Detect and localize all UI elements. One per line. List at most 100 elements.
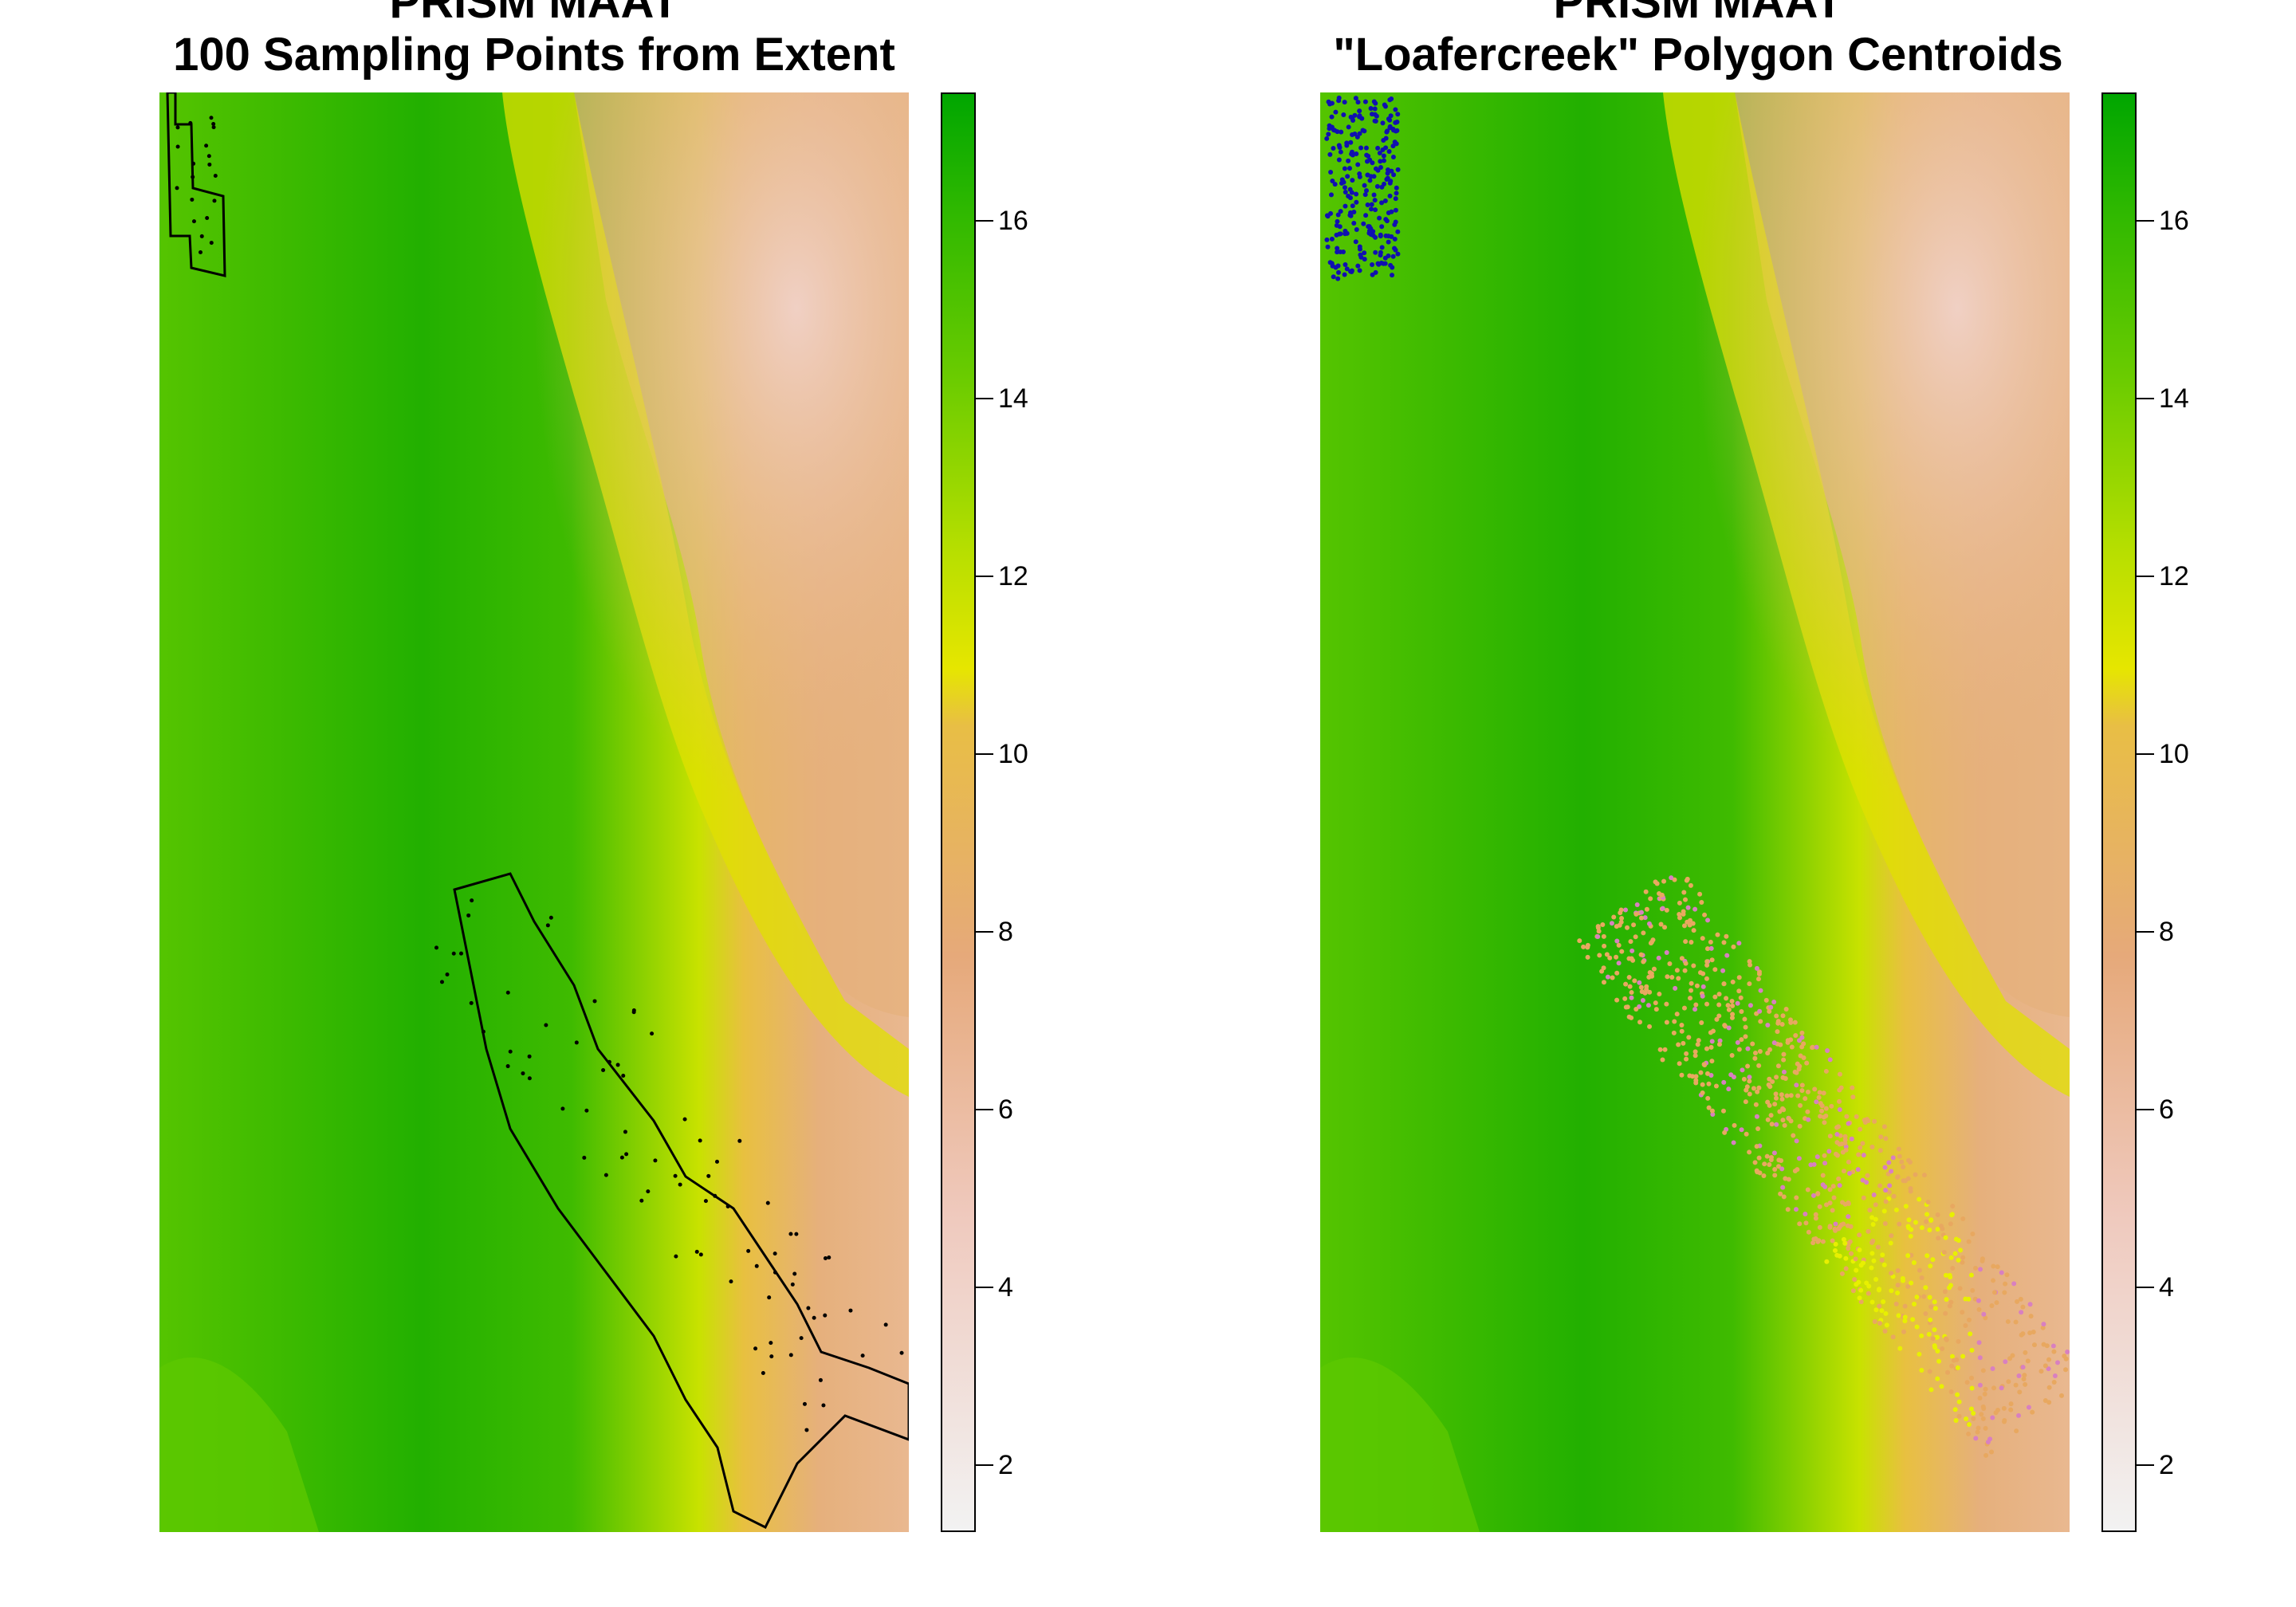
- centroid-point: [1736, 975, 1742, 980]
- centroid-point: [1747, 1075, 1752, 1080]
- sampling-point: [703, 1199, 708, 1204]
- centroid-point: [1846, 1121, 1851, 1126]
- centroid-point: [1889, 1233, 1894, 1239]
- centroid-point: [1379, 200, 1385, 206]
- centroid-point: [1683, 939, 1689, 945]
- centroid-point: [1860, 1141, 1866, 1146]
- centroid-point: [1806, 1117, 1811, 1122]
- left-tick-8: [974, 931, 993, 933]
- centroid-point: [1798, 1053, 1803, 1059]
- centroid-point: [1897, 1346, 1903, 1351]
- centroid-point: [1664, 1020, 1669, 1025]
- centroid-point: [1976, 1298, 1981, 1303]
- centroid-point: [1388, 113, 1394, 119]
- centroid-point: [1644, 984, 1649, 989]
- centroid-point: [1869, 1251, 1875, 1256]
- centroid-point: [1919, 1367, 1924, 1373]
- sampling-point: [209, 241, 214, 246]
- centroid-point: [1956, 1399, 1962, 1405]
- centroid-point: [1810, 1240, 1816, 1246]
- centroid-point: [1854, 1114, 1859, 1119]
- centroid-point: [1638, 910, 1644, 915]
- sampling-point: [439, 980, 444, 984]
- right-tick-label-10: 10: [2159, 739, 2189, 769]
- centroid-point: [1788, 1093, 1794, 1098]
- centroid-point: [1640, 997, 1645, 1003]
- sampling-point: [650, 1031, 655, 1036]
- centroid-point: [1609, 921, 1614, 926]
- centroid-point: [1662, 1047, 1668, 1052]
- centroid-point: [1716, 992, 1722, 997]
- centroid-point: [1701, 1062, 1707, 1067]
- centroid-point: [1368, 174, 1374, 179]
- centroid-point: [1979, 1412, 1984, 1417]
- centroid-point: [1698, 1070, 1704, 1075]
- sampling-point: [773, 1270, 777, 1275]
- right-tick-16: [2135, 220, 2154, 222]
- right-tick-12: [2135, 576, 2154, 577]
- centroid-point: [1335, 129, 1340, 135]
- centroid-point: [1744, 1131, 1749, 1137]
- centroid-point: [1866, 1228, 1871, 1234]
- centroid-point: [1856, 1152, 1862, 1157]
- centroid-point: [1731, 1140, 1736, 1145]
- sampling-point: [592, 999, 597, 1004]
- centroid-point: [1735, 1039, 1740, 1045]
- sampling-point: [821, 1403, 826, 1408]
- centroid-point: [1785, 1039, 1791, 1045]
- centroid-point: [1919, 1225, 1924, 1231]
- centroid-point: [1338, 209, 1343, 214]
- centroid-point: [1943, 1336, 1948, 1342]
- right-tick-8: [2135, 931, 2154, 933]
- centroid-point: [1905, 1283, 1911, 1289]
- centroid-point: [1681, 923, 1687, 929]
- centroid-point: [1762, 1161, 1767, 1167]
- centroid-point: [1871, 1258, 1877, 1263]
- centroid-point: [1765, 1023, 1771, 1028]
- centroid-point: [1919, 1333, 1924, 1338]
- centroid-point: [1693, 1053, 1698, 1059]
- centroid-point: [1793, 1033, 1799, 1039]
- centroid-point: [1814, 1154, 1820, 1160]
- centroid-point: [1350, 115, 1355, 120]
- centroid-point: [1857, 1232, 1862, 1238]
- centroid-point: [1917, 1267, 1922, 1273]
- centroid-point: [1966, 1317, 1972, 1322]
- centroid-point: [1387, 125, 1393, 131]
- centroid-point: [1813, 1212, 1818, 1217]
- sampling-point: [802, 1401, 807, 1406]
- centroid-point: [1966, 1431, 1972, 1436]
- centroid-point: [1835, 1124, 1841, 1130]
- centroid-point: [1841, 1221, 1846, 1227]
- centroid-point: [1785, 1207, 1791, 1212]
- centroid-point: [1786, 1116, 1791, 1122]
- centroid-point: [1726, 1086, 1732, 1092]
- centroid-point: [1392, 222, 1398, 227]
- centroid-point: [1386, 210, 1391, 216]
- centroid-point: [1862, 1118, 1867, 1123]
- centroid-point: [1697, 970, 1703, 976]
- centroid-point: [1875, 1244, 1881, 1250]
- sampling-point: [191, 219, 196, 224]
- centroid-point: [1850, 1085, 1855, 1090]
- sampling-point: [773, 1251, 777, 1256]
- centroid-point: [1644, 906, 1649, 912]
- centroid-point: [1660, 906, 1665, 911]
- centroid-point: [1393, 207, 1398, 213]
- centroid-point: [1700, 1090, 1705, 1095]
- sampling-point: [729, 1279, 733, 1284]
- centroid-point: [1842, 1134, 1848, 1139]
- centroid-point: [1858, 1287, 1864, 1293]
- sampling-point: [190, 197, 195, 202]
- centroid-point: [1955, 1365, 1960, 1370]
- centroid-point: [1755, 1126, 1761, 1131]
- centroid-point: [1605, 974, 1610, 980]
- centroid-point: [1947, 1272, 1952, 1278]
- centroid-point: [1730, 979, 1736, 984]
- centroid-point: [1347, 166, 1352, 171]
- centroid-point: [1685, 876, 1690, 882]
- centroid-point: [1326, 132, 1331, 137]
- centroid-point: [1614, 938, 1620, 944]
- centroid-point: [1983, 1315, 1988, 1321]
- centroid-point: [1923, 1311, 1928, 1317]
